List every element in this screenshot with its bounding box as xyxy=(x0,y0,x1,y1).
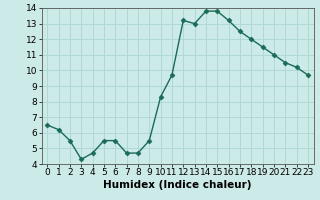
X-axis label: Humidex (Indice chaleur): Humidex (Indice chaleur) xyxy=(103,180,252,190)
